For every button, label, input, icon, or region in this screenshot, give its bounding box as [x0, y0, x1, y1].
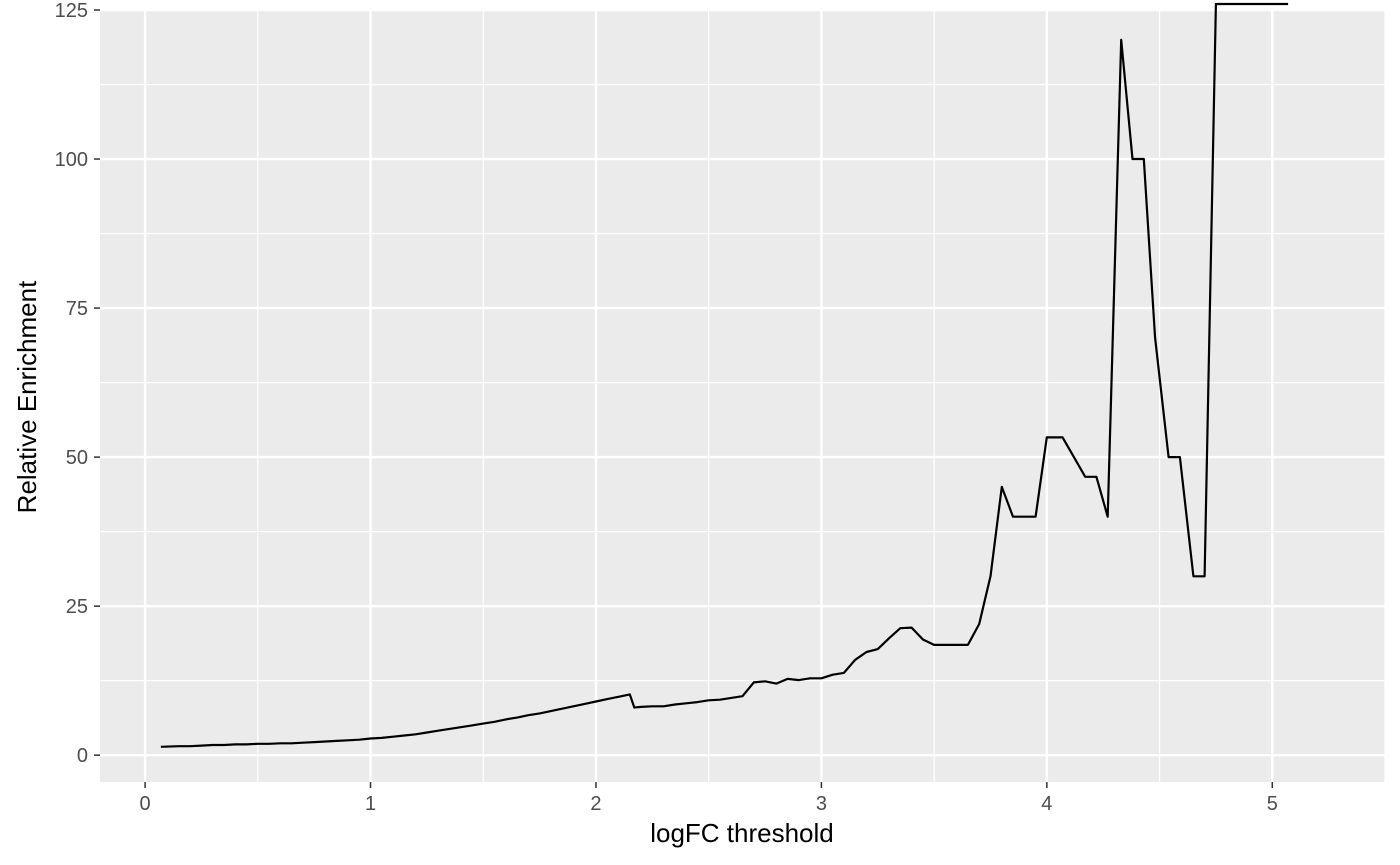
x-tick-label: 0 — [140, 793, 151, 815]
y-tick-label: 0 — [77, 745, 88, 767]
x-axis: 0 1 2 3 4 5 — [140, 782, 1278, 815]
y-tick-label: 25 — [66, 596, 88, 618]
plot-panel — [100, 10, 1385, 782]
x-tick-label: 4 — [1041, 793, 1052, 815]
y-tick-label: 75 — [66, 298, 88, 320]
y-tick-label: 100 — [55, 149, 88, 171]
x-tick-label: 1 — [365, 793, 376, 815]
y-axis-title: Relative Enrichment — [12, 280, 42, 513]
series-layer — [160, 2, 1289, 748]
x-axis-title: logFC threshold — [650, 818, 834, 848]
x-tick-label: 3 — [816, 793, 827, 815]
y-axis: 0 25 50 75 100 125 — [55, 0, 100, 767]
x-tick-label: 2 — [590, 793, 601, 815]
grid-minor — [100, 10, 1386, 782]
series-line — [160, 2, 1289, 748]
grid-major — [100, 8, 1385, 782]
y-tick-label: 125 — [55, 0, 88, 22]
y-tick-label: 50 — [66, 447, 88, 469]
x-tick-label: 5 — [1267, 793, 1278, 815]
